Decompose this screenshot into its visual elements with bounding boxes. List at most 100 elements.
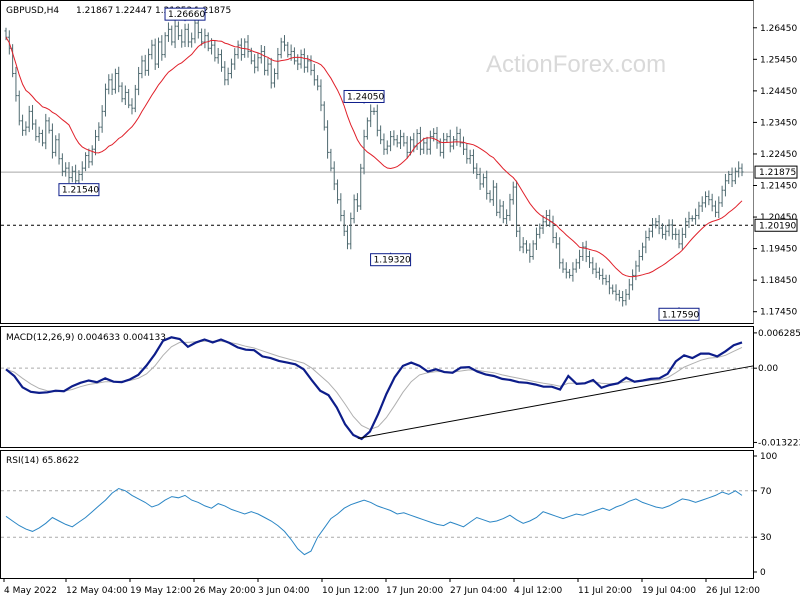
price-bar <box>150 39 154 60</box>
swing-label-text: 1.26660 <box>168 10 205 20</box>
price-bar <box>336 179 340 204</box>
time-tick-label: 26 Jul 12:00 <box>706 586 760 596</box>
price-bar <box>100 105 104 133</box>
price-bar <box>193 18 197 44</box>
price-bar <box>644 230 648 254</box>
price-bar <box>438 138 442 157</box>
swing-label-box <box>658 307 700 321</box>
chart-close: 1.21875 <box>194 6 231 16</box>
price-bar <box>481 173 485 188</box>
price-bar <box>392 130 396 146</box>
price-bar <box>47 117 51 134</box>
price-bar <box>210 38 214 55</box>
chart-symbol: GBPUSD,H4 <box>6 6 59 16</box>
main-axis-area <box>753 0 800 324</box>
price-bar <box>621 290 625 307</box>
price-bar <box>511 181 515 205</box>
macd-tick-label: -0.013223 <box>758 438 800 448</box>
price-bar <box>727 170 731 184</box>
price-bar <box>359 163 363 210</box>
time-tick-label: 26 May 20:00 <box>194 586 256 596</box>
price-bar <box>362 129 366 175</box>
price-bar <box>515 180 519 238</box>
price-bar <box>554 232 558 249</box>
swing-label: 1.26660 <box>164 7 206 22</box>
price-bar <box>70 166 74 183</box>
price-bar <box>133 84 137 113</box>
price-bar <box>219 49 223 72</box>
price-tick-label: 1.23450 <box>760 118 797 128</box>
swing-label-text: 1.19320 <box>374 256 411 266</box>
price-bar <box>282 35 286 52</box>
rsi-tick-label: 30 <box>760 533 772 543</box>
price-bar <box>123 85 127 105</box>
price-bar <box>723 173 727 197</box>
price-bar <box>435 126 439 149</box>
price-bar <box>670 219 674 240</box>
time-axis: 4 May 2022 12 May 04:00 19 May 12:00 26 May… <box>3 578 760 596</box>
price-bar <box>601 268 605 285</box>
price-bar <box>491 180 495 206</box>
swing-label: 1.24050 <box>343 89 385 104</box>
price-bar <box>190 32 194 48</box>
price-bar <box>538 223 542 239</box>
price-levels <box>1 171 753 226</box>
price-bar <box>584 240 588 263</box>
price-bar <box>521 237 525 254</box>
price-bar <box>339 193 343 222</box>
price-bar <box>87 148 91 169</box>
price-bar <box>578 249 582 269</box>
price-bar <box>316 75 320 91</box>
price-bar <box>54 135 58 157</box>
price-bar <box>442 132 446 159</box>
time-tick-label: 10 Jun 12:00 <box>322 586 379 596</box>
price-bar <box>200 28 204 46</box>
price-bar <box>309 55 313 76</box>
price-bar <box>77 170 81 185</box>
price-bar <box>561 258 565 273</box>
price-bar <box>67 162 71 184</box>
price-bar <box>664 224 668 241</box>
price-bar <box>21 114 25 136</box>
price-bar <box>458 128 462 148</box>
price-bar <box>256 53 260 72</box>
price-bar <box>607 274 611 295</box>
price-bar <box>508 193 512 221</box>
rsi-title: RSI(14) 65.8622 <box>6 456 79 466</box>
price-bar <box>302 48 306 73</box>
price-bar <box>319 79 323 112</box>
price-bar <box>292 47 296 65</box>
price-bar <box>674 228 678 241</box>
price-bar <box>471 149 475 174</box>
price-bar <box>163 32 167 58</box>
price-bar <box>627 278 631 300</box>
price-bar <box>452 135 456 150</box>
price-bar <box>617 289 621 302</box>
price-bar <box>17 90 21 126</box>
price-bar <box>634 260 638 281</box>
price-bar <box>654 217 658 229</box>
price-bar <box>478 167 482 190</box>
price-bar <box>647 227 651 241</box>
swing-label-box <box>58 183 100 197</box>
price-bar <box>528 243 532 263</box>
price-bar <box>720 185 724 207</box>
price-bar <box>408 136 412 156</box>
price-bar <box>684 217 688 238</box>
price-bar <box>485 170 489 200</box>
price-bars <box>4 16 744 307</box>
price-bar <box>399 129 403 149</box>
price-label-text: 1.21875 <box>759 168 796 178</box>
rsi-line <box>5 487 743 556</box>
price-bar <box>137 66 141 96</box>
price-bar <box>40 129 44 147</box>
price-bar <box>31 104 35 130</box>
price-bar <box>263 45 267 76</box>
price-bar <box>650 218 654 238</box>
price-bar <box>355 193 359 212</box>
price-bar <box>389 130 393 152</box>
time-tick-label: 3 Jun 04:00 <box>258 586 310 596</box>
price-bar <box>312 63 316 86</box>
price-bar <box>236 40 240 59</box>
